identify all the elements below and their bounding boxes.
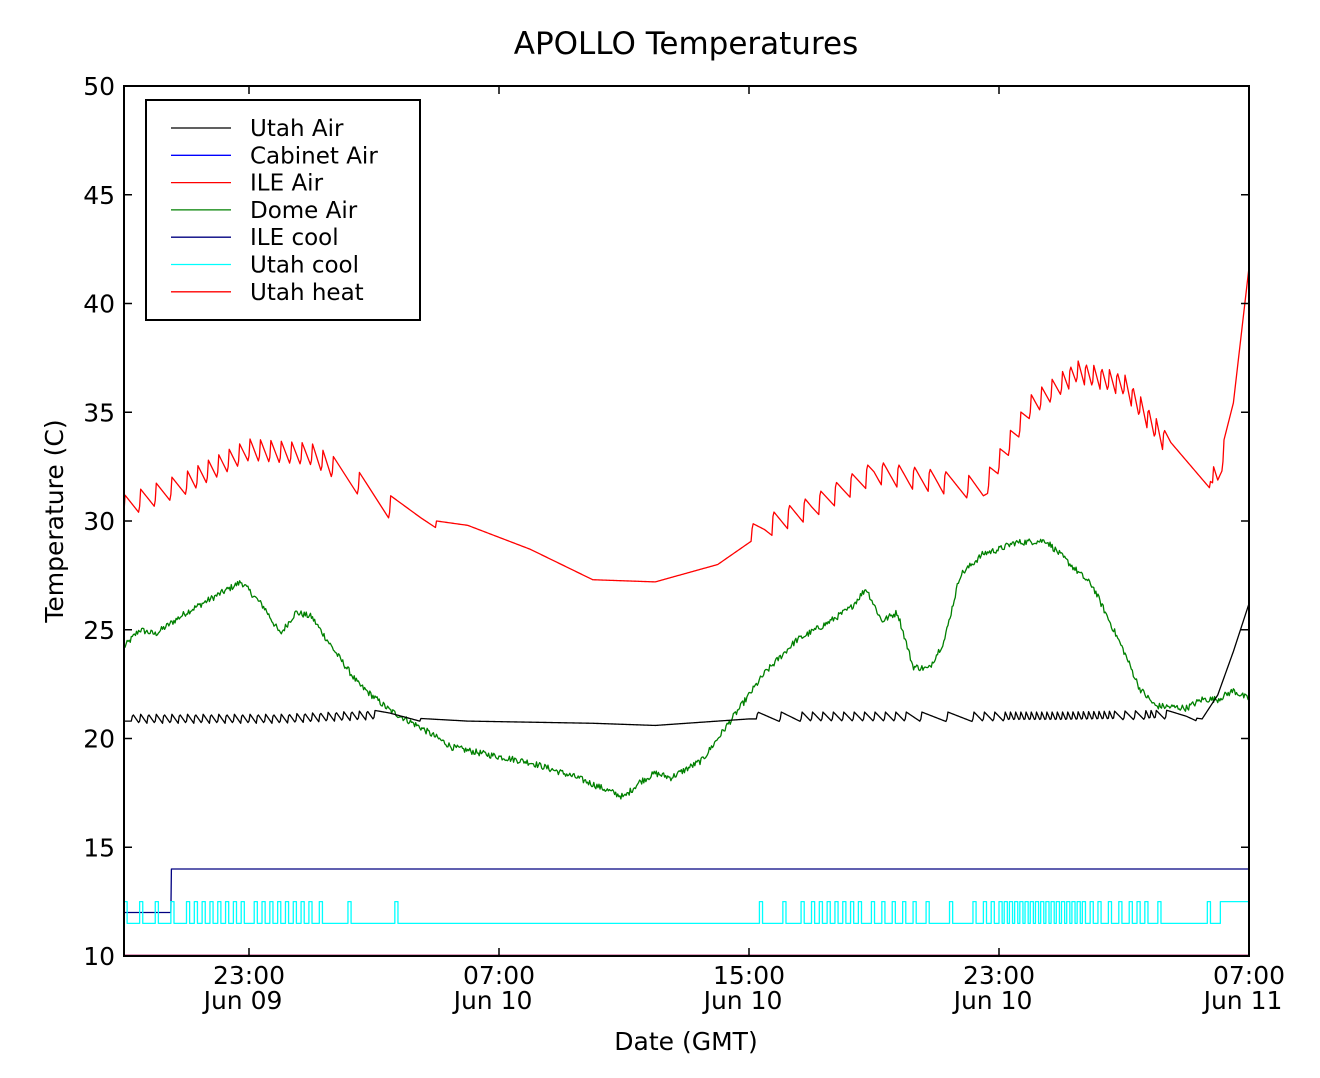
x-tick-label-date: Jun 10 — [952, 986, 1033, 1015]
legend-label-dome-air: Dome Air — [250, 198, 358, 224]
series-line-utah-cool — [124, 900, 1249, 925]
y-tick-label: 30 — [83, 507, 115, 536]
x-tick-label-time: 07:00 — [463, 961, 535, 990]
x-tick-label-date: Jun 10 — [452, 986, 533, 1015]
legend-label-cabinet-air: Cabinet Air — [250, 143, 378, 169]
chart-title: APOLLO Temperatures — [514, 26, 859, 62]
series-layer — [124, 267, 1249, 956]
series-line-ile-air — [124, 267, 1249, 583]
y-tick-label: 10 — [83, 942, 115, 971]
x-tick-label-date: Jun 11 — [1202, 986, 1283, 1015]
series-line-ile-cool — [124, 868, 1249, 914]
y-axis-label: Temperature (C) — [40, 419, 69, 623]
y-tick-label: 45 — [83, 181, 115, 210]
legend-label-utah-cool: Utah cool — [250, 253, 359, 279]
x-tick-label-time: 15:00 — [713, 961, 785, 990]
series-line-utah-air — [124, 603, 1249, 727]
x-tick-label-time: 07:00 — [1213, 961, 1285, 990]
y-tick-label: 40 — [83, 290, 115, 319]
y-tick-label: 20 — [83, 725, 115, 754]
legend-label-utah-heat: Utah heat — [250, 280, 364, 306]
x-tick-label-time: 23:00 — [213, 961, 285, 990]
y-tick-label: 50 — [83, 72, 115, 101]
series-line-dome-air — [124, 538, 1249, 800]
y-tick-label: 15 — [83, 833, 115, 862]
x-tick-label-date: Jun 09 — [202, 986, 283, 1015]
x-tick-label-date: Jun 10 — [702, 986, 783, 1015]
y-axis: 10 15 20 25 30 35 40 45 50 — [83, 72, 1249, 971]
y-tick-label: 25 — [83, 616, 115, 645]
x-axis-label: Date (GMT) — [614, 1027, 757, 1056]
y-tick-label: 35 — [83, 398, 115, 427]
legend-label-utah-air: Utah Air — [250, 116, 344, 142]
legend-label-ile-air: ILE Air — [250, 171, 324, 197]
legend-label-ile-cool: ILE cool — [250, 225, 339, 251]
x-tick-label-time: 23:00 — [963, 961, 1035, 990]
